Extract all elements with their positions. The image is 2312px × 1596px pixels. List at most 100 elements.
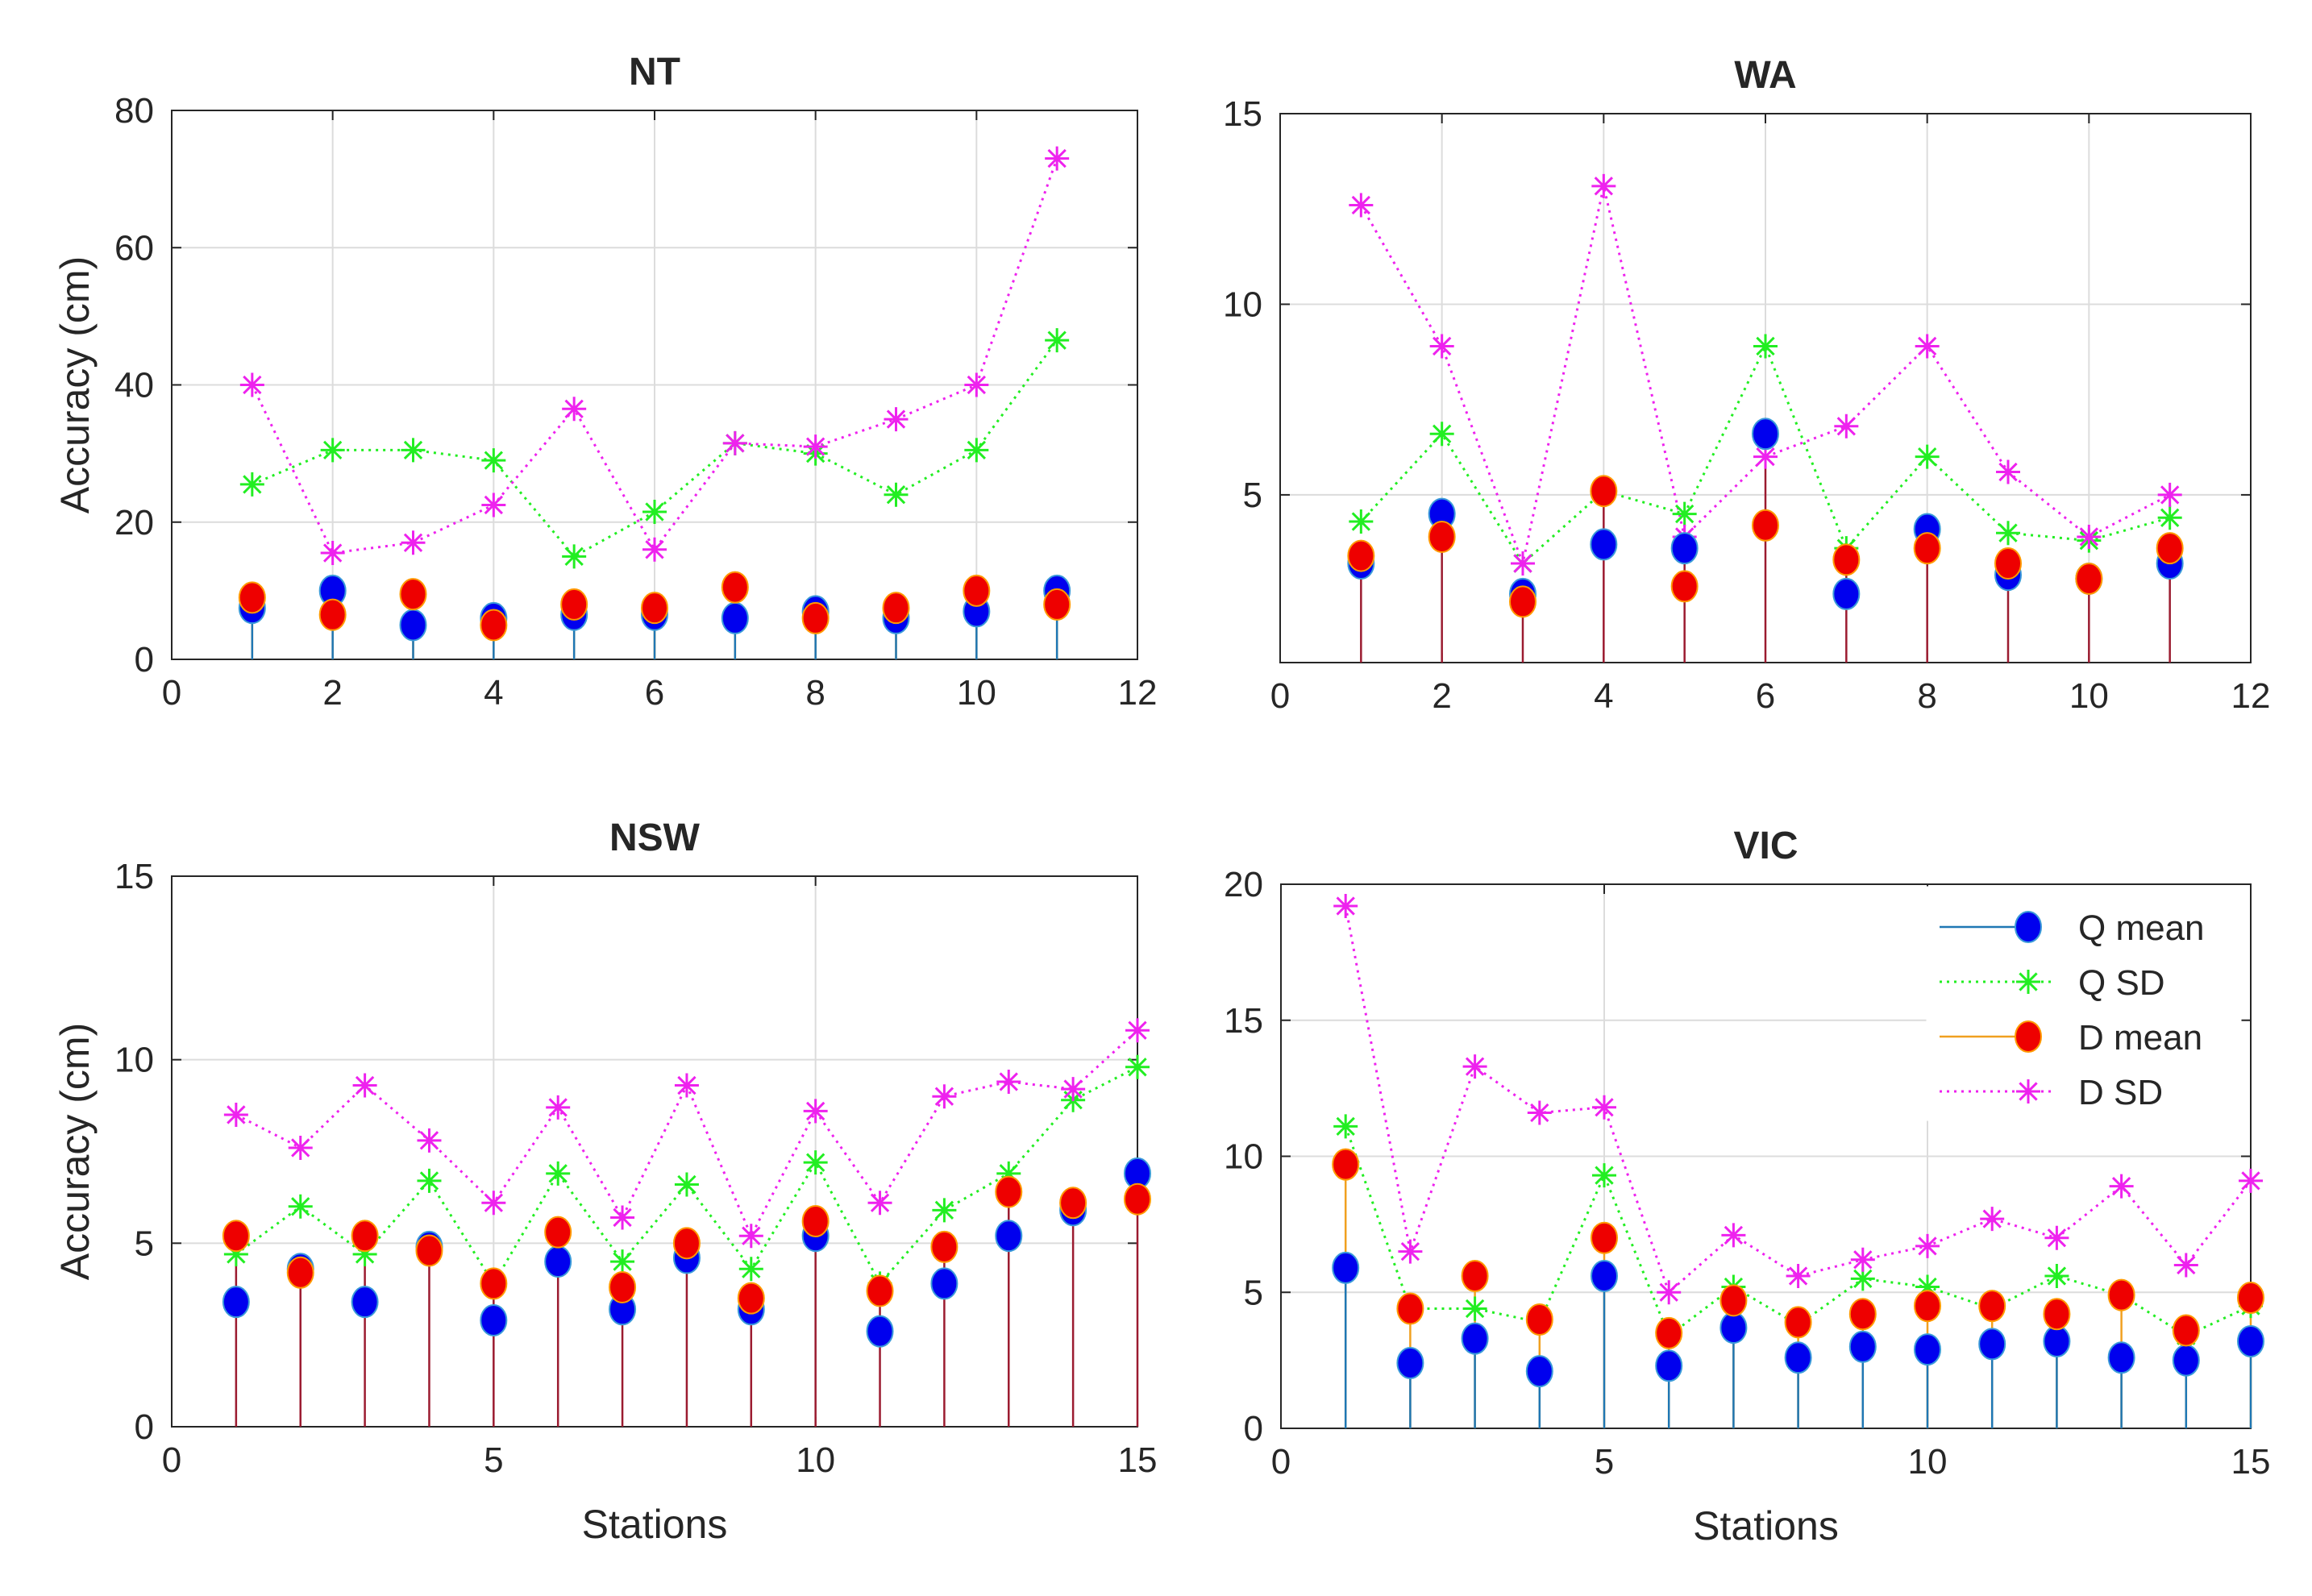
- d-sd-point: [2077, 524, 2102, 549]
- d-mean-point: [1719, 1284, 1748, 1317]
- q-sd-point: [1850, 1266, 1875, 1291]
- q-sd-point: [239, 472, 264, 497]
- axes-box: [171, 875, 1138, 1428]
- x-tick-label: 5: [484, 1440, 503, 1480]
- d-mean-point: [609, 1270, 637, 1303]
- q-mean-point: [2237, 1325, 2264, 1357]
- d-sd-line: [1344, 905, 2252, 1295]
- q-sd-point: [288, 1194, 313, 1219]
- q-mean-point: [1591, 1260, 1618, 1292]
- x-tick-label: 4: [484, 673, 503, 713]
- q-mean-series: [1332, 1251, 2264, 1388]
- d-mean-point: [866, 1274, 894, 1307]
- q-mean-point: [2107, 1341, 2135, 1374]
- d-mean-point: [737, 1282, 765, 1315]
- x-axis-label: Stations: [582, 1502, 728, 1547]
- d-mean-point: [286, 1256, 314, 1289]
- x-tick-label: 12: [2231, 676, 2271, 716]
- d-mean-point: [1978, 1290, 2006, 1323]
- legend: Q mean Q SD D mean D SD: [1926, 886, 2242, 1121]
- y-tick-label: 0: [135, 640, 154, 680]
- d-mean-point: [560, 588, 588, 621]
- d-sd-point: [288, 1135, 313, 1160]
- d-sd-point: [1429, 334, 1454, 359]
- x-tick-label: 15: [1118, 1440, 1158, 1480]
- q-sd-point: [1349, 509, 1374, 534]
- d-mean-point: [222, 1220, 250, 1253]
- chart-title: NSW: [609, 817, 701, 859]
- q-sd-point: [884, 482, 909, 507]
- d-sd-point: [1753, 444, 1778, 469]
- x-tick-label: 0: [1271, 1442, 1291, 1482]
- d-sd-point: [562, 397, 587, 422]
- d-sd-point: [1349, 193, 1374, 218]
- subplot-vic: 0 5 10 15 0 5 10 15 20 VIC Stations Q mean Q SD D mea…: [1224, 825, 2270, 1548]
- d-mean-point: [2107, 1278, 2135, 1311]
- legend-marker: [2016, 970, 2040, 994]
- d-sd-point: [932, 1084, 957, 1109]
- d-mean-point: [1994, 547, 2022, 580]
- chart-title: NT: [629, 51, 680, 94]
- x-tick-label: 0: [1270, 676, 1290, 716]
- y-axis: 0 5 10 15 20: [1224, 865, 2251, 1448]
- d-sd-point: [2239, 1168, 2263, 1193]
- d-mean-point: [1396, 1292, 1424, 1325]
- d-sd-point: [1045, 146, 1070, 171]
- q-mean-point: [1461, 1322, 1489, 1355]
- d-mean-point: [721, 571, 749, 604]
- d-sd-point: [996, 1069, 1021, 1094]
- q-mean-point: [222, 1286, 250, 1319]
- y-axis: 5 10 15: [1223, 94, 2251, 515]
- d-sd-point: [1980, 1207, 2005, 1232]
- x-tick-label: 10: [2069, 676, 2109, 716]
- d-sd-point: [223, 1102, 248, 1127]
- d-mean-series: [1332, 1148, 2264, 1349]
- q-sd-point: [1915, 1274, 1940, 1299]
- d-mean-point: [480, 609, 508, 642]
- d-sd-point: [2157, 482, 2182, 507]
- y-tick-label: 10: [1223, 285, 1262, 324]
- legend-label: Q SD: [2078, 963, 2165, 1003]
- subplot-wa: 0 2 4 6 8 10 12 5 10 15 WA: [1223, 54, 2270, 716]
- q-mean-point: [399, 609, 427, 642]
- q-mean-point: [995, 1220, 1023, 1253]
- q-sd-point: [352, 1241, 377, 1266]
- q-sd-point: [1592, 1163, 1616, 1188]
- d-sd-series: [239, 146, 1070, 566]
- x-axis-label: Stations: [1693, 1503, 1839, 1548]
- d-sd-point: [722, 430, 747, 455]
- subplot-nt: 0 2 4 6 8 10 12 0 20 40 60 80 NT Accuracy (cm): [52, 51, 1157, 713]
- d-sd-point: [481, 493, 506, 517]
- d-mean-point: [1670, 570, 1699, 603]
- d-sd-point: [803, 434, 828, 459]
- d-mean-point: [2075, 562, 2103, 595]
- y-tick-label: 40: [114, 366, 154, 405]
- d-sd-point: [803, 1099, 828, 1124]
- d-mean-point: [1043, 588, 1071, 621]
- q-mean-point: [1832, 577, 1861, 610]
- legend-box: [1926, 886, 2242, 1121]
- q-sd-point: [1125, 1054, 1150, 1079]
- d-mean-point: [641, 592, 668, 625]
- q-mean-point: [1670, 532, 1699, 565]
- x-tick-label: 10: [957, 673, 996, 713]
- d-mean-point: [2237, 1282, 2264, 1314]
- y-tick-label: 10: [1224, 1137, 1263, 1177]
- x-tick-label: 8: [1917, 676, 1936, 716]
- q-mean-point: [544, 1245, 572, 1278]
- d-sd-point: [610, 1205, 635, 1230]
- y-tick-label: 5: [135, 1224, 154, 1263]
- q-sd-point: [642, 499, 667, 524]
- q-sd-point: [481, 448, 506, 473]
- d-mean-series: [1347, 475, 2184, 618]
- y-tick-label: 15: [1223, 94, 1262, 134]
- x-tick-label: 4: [1594, 676, 1613, 716]
- y-axis: 0 20 40 60 80: [114, 91, 1137, 680]
- q-mean-point: [480, 1303, 508, 1336]
- legend-label: D mean: [2078, 1018, 2202, 1058]
- legend-marker: [2015, 911, 2042, 943]
- q-sd-point: [996, 1161, 1021, 1186]
- y-axis-label: Accuracy (cm): [52, 256, 98, 513]
- d-sd-point: [1061, 1077, 1086, 1102]
